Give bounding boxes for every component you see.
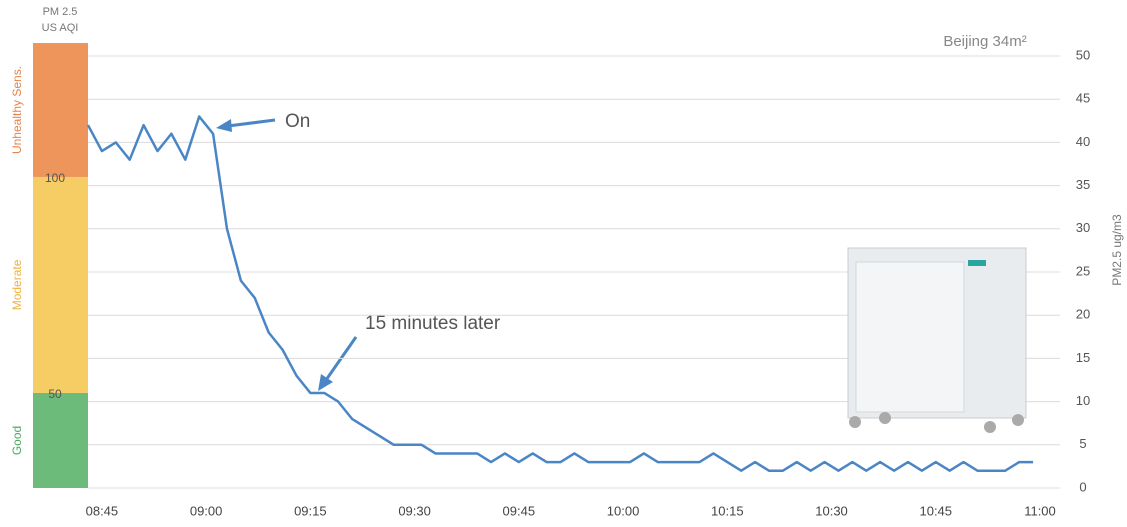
annotation-arrows: [216, 118, 358, 391]
chart-title: Beijing 34m²: [943, 33, 1026, 50]
x-tick-label: 10:15: [711, 503, 744, 518]
aqi-band-label: Unhealthy Sens.: [10, 66, 24, 154]
purifier-image: [847, 247, 1027, 433]
aqi-tick-label: 50: [48, 387, 62, 401]
data-line: [86, 115, 1034, 472]
x-tick-label: 09:30: [398, 503, 431, 518]
wheel: [1012, 414, 1024, 426]
y-tick-label: 20: [1076, 307, 1090, 322]
aqi-band: [33, 43, 88, 177]
y-tick-label: 0: [1079, 479, 1086, 494]
wheel: [879, 412, 891, 424]
x-tick-label: 10:45: [919, 503, 952, 518]
y-tick-label: 40: [1076, 134, 1090, 149]
x-tick-label: 10:30: [815, 503, 848, 518]
band-header: PM 2.5: [43, 6, 78, 18]
arrow: [227, 118, 276, 128]
band-header: US AQI: [42, 22, 79, 34]
y-tick-label: 25: [1076, 263, 1090, 278]
aqi-band-label: Good: [10, 426, 24, 455]
arrow-head: [216, 119, 232, 132]
y-tick-label: 30: [1076, 220, 1090, 235]
aqi-band-label: Moderate: [10, 259, 24, 310]
annotation: 15 minutes later: [365, 313, 501, 334]
x-tick-label: 10:00: [607, 503, 640, 518]
purifier-display: [968, 260, 986, 266]
x-tick-label: 09:00: [190, 503, 223, 518]
wheel: [849, 416, 861, 428]
y-tick-label: 45: [1076, 91, 1090, 106]
y-tick-label: 15: [1076, 350, 1090, 365]
x-tick-label: 09:15: [294, 503, 327, 518]
annotation: On: [285, 111, 310, 132]
y-tick-label: 5: [1079, 436, 1086, 451]
y-tick-label: 10: [1076, 393, 1090, 408]
y-tick-label: 50: [1076, 47, 1090, 62]
arrow-head: [318, 374, 333, 391]
x-tick-label: 09:45: [503, 503, 536, 518]
x-tick-label: 11:00: [1024, 503, 1056, 518]
x-tick-label: 08:45: [86, 503, 119, 518]
aqi-band: [33, 176, 88, 393]
purifier-grille: [855, 261, 965, 413]
aqi-band: [33, 392, 88, 488]
y-axis-label: PM2.5 ug/m3: [1110, 214, 1124, 286]
aqi-tick-label: 100: [45, 171, 65, 185]
y-tick-label: 35: [1076, 177, 1090, 192]
wheel: [984, 421, 996, 433]
